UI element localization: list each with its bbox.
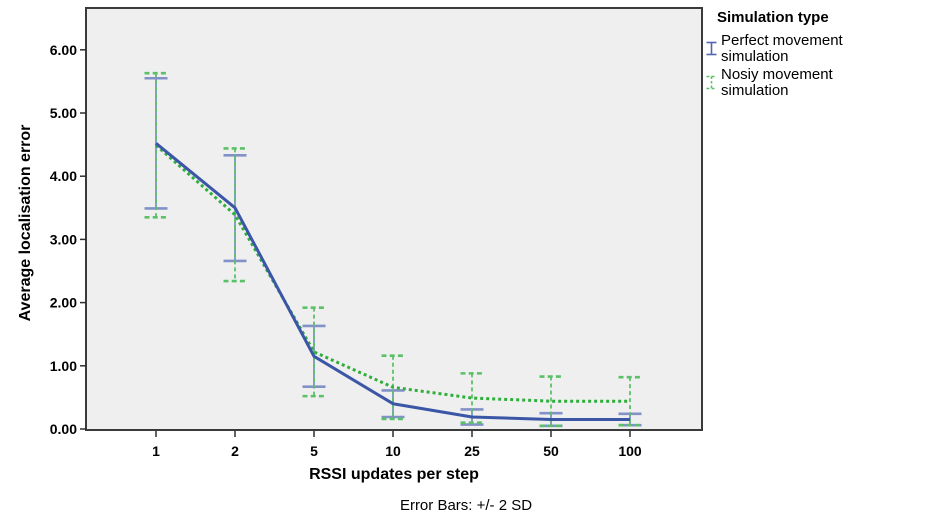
y-tick-label: 6.00 [50, 42, 77, 58]
x-tick-label: 2 [231, 443, 239, 459]
x-tick-label: 1 [152, 443, 160, 459]
legend-title: Simulation type [717, 9, 829, 26]
legend-item-label: Nosiy movement simulation [721, 66, 833, 99]
y-tick-label: 5.00 [50, 105, 77, 121]
data-line-perfect [155, 142, 630, 422]
legend-item-noisy: Nosiy movement simulation [705, 67, 930, 98]
x-tick-label: 5 [310, 443, 318, 459]
y-tick-label: 3.00 [50, 231, 77, 247]
x-tick-label: 10 [385, 443, 401, 459]
error-bars-caption: Error Bars: +/- 2 SD [400, 497, 532, 514]
x-axis-ticks: 1 2 5 10 25 50 100 [152, 431, 642, 459]
data-line-noisy [155, 144, 630, 403]
x-tick-label: 25 [464, 443, 480, 459]
y-tick-label: 0.00 [50, 421, 77, 437]
y-tick-label: 1.00 [50, 358, 77, 374]
legend: Simulation type Perfect movement simulat… [705, 9, 930, 101]
legend-item-perfect: Perfect movement simulation [705, 33, 930, 64]
y-axis-title: Average localisation error [17, 125, 34, 322]
series-layer [144, 71, 642, 428]
error-bar-icon [706, 75, 717, 90]
x-tick-label: 50 [543, 443, 559, 459]
legend-item-label: Perfect movement simulation [721, 32, 843, 65]
error-bar-icon [706, 41, 717, 56]
plot-area [85, 7, 703, 431]
x-tick-label: 100 [618, 443, 642, 459]
x-axis-title: RSSI updates per step [309, 466, 479, 483]
y-axis-ticks: 0.00 1.00 2.00 3.00 4.00 5.00 6.00 [50, 42, 86, 437]
y-tick-label: 4.00 [50, 168, 77, 184]
y-tick-label: 2.00 [50, 295, 77, 311]
